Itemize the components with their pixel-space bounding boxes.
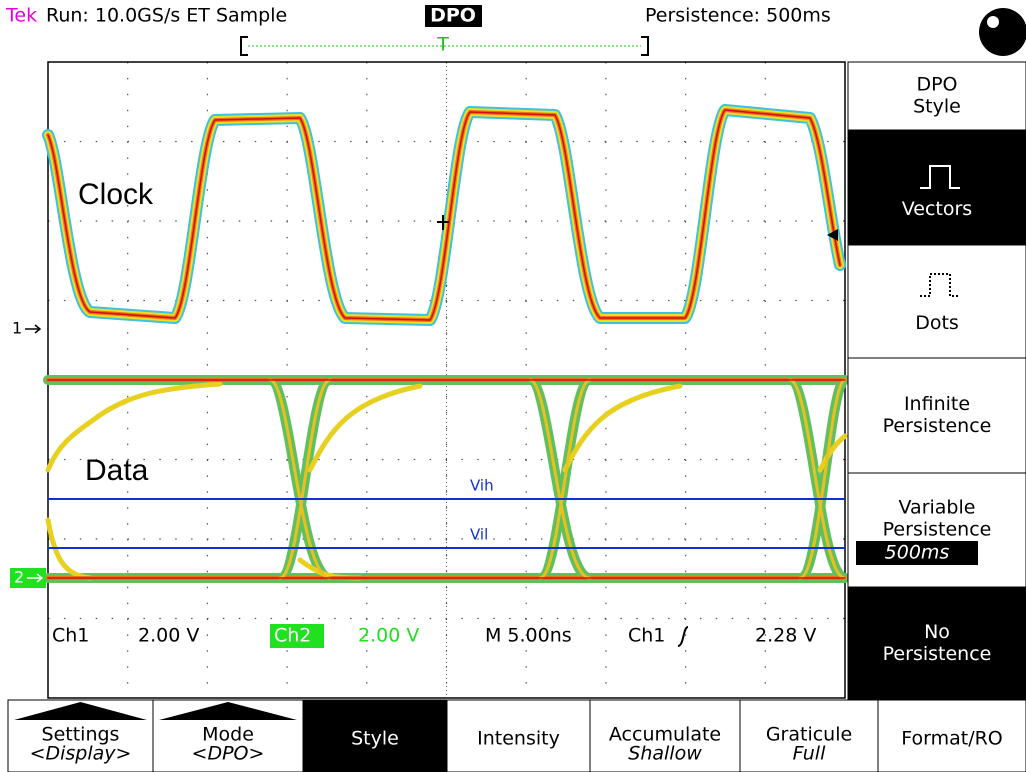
side-menu: DPOStyleVectorsDotsInfinitePersistenceVa… xyxy=(848,62,1026,700)
bottom-button-label: Full xyxy=(793,743,826,765)
vih-label: Vih xyxy=(470,477,494,495)
ch1-scale: 2.00 V xyxy=(138,625,199,647)
side-button-label: Persistence xyxy=(883,643,992,665)
side-button-label: Dots xyxy=(915,312,959,334)
trigger-level: 2.28 V xyxy=(755,625,816,647)
ch2-scale: 2.00 V xyxy=(358,625,419,647)
bottom-button-label: Style xyxy=(351,728,399,750)
side-button[interactable] xyxy=(848,245,1026,358)
clock-label: Clock xyxy=(78,178,154,211)
bottom-button-label: Intensity xyxy=(477,728,560,750)
ch2-readout: Ch2 xyxy=(274,625,311,647)
status-indicator-highlight xyxy=(987,16,999,28)
side-button-label: DPO xyxy=(916,74,957,96)
bottom-button-label: <Display> xyxy=(30,743,132,765)
ch1-readout: Ch1 xyxy=(52,625,89,647)
status-indicator xyxy=(979,8,1026,56)
trigger-source: Ch1 xyxy=(628,625,665,647)
ch2-marker: 2 xyxy=(14,568,24,587)
side-button-label: Style xyxy=(913,96,961,118)
mode: DPO xyxy=(430,5,476,27)
side-button-label: No xyxy=(924,621,950,643)
bottom-button-label: Format/RO xyxy=(901,728,1003,750)
side-button-label: Variable xyxy=(899,497,976,519)
brand: Tek xyxy=(5,5,37,27)
side-button[interactable] xyxy=(848,130,1026,245)
side-button-label: Persistence xyxy=(883,519,992,541)
side-button-label: Vectors xyxy=(902,198,972,220)
side-button-value: 500ms xyxy=(885,542,950,564)
trigger-marker: T xyxy=(436,34,449,56)
acquisition: Run: 10.0GS/s ET Sample xyxy=(46,5,287,27)
timebase: M 5.00ns xyxy=(485,625,572,647)
ch1-marker: 1 xyxy=(12,319,22,338)
bottom-button-label: <DPO> xyxy=(192,743,265,765)
side-button-label: Infinite xyxy=(904,393,970,415)
persistence: Persistence: 500ms xyxy=(645,5,831,27)
side-button-label: Persistence xyxy=(883,415,992,437)
vil-label: Vil xyxy=(470,526,488,544)
bottom-button-label: Shallow xyxy=(628,743,702,765)
data-label: Data xyxy=(85,454,149,487)
scope-screen: Tek Run: 10.0GS/s ET Sample DPO Persiste… xyxy=(0,0,1026,772)
